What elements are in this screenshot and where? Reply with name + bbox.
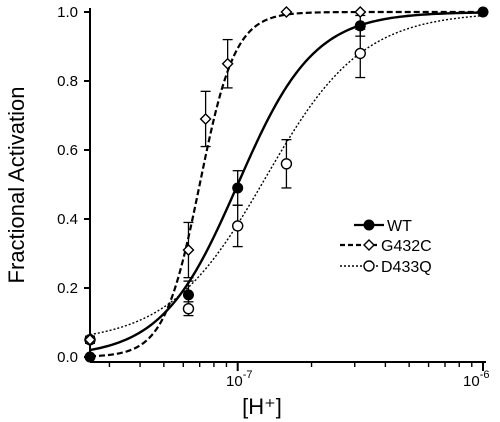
data-point-d433q xyxy=(182,303,195,315)
fit-curves xyxy=(89,10,484,358)
y-tick-label: 0.2 xyxy=(57,280,78,297)
axes xyxy=(89,8,486,363)
data-point-g432c xyxy=(280,6,293,18)
data-point-g432c xyxy=(84,333,96,346)
x-tick-label-1e-7: 10-7 xyxy=(226,369,252,390)
legend-entry-g432c: G432C xyxy=(340,238,432,255)
fit-curve-wt xyxy=(89,11,484,352)
legend-marker-d433q xyxy=(363,260,375,272)
legend-marker-wt xyxy=(363,219,375,231)
y-ticks: 0.0 0.2 0.4 0.6 0.8 1.0 xyxy=(57,4,90,366)
data-point-wt xyxy=(84,351,96,363)
legend-entry-d433q: D433Q xyxy=(340,259,432,276)
data-point-wt xyxy=(182,289,194,301)
y-tick-label: 0.8 xyxy=(57,73,78,90)
y-axis-title: Fractional Activation xyxy=(4,87,29,284)
legend-label-d433q: D433Q xyxy=(381,259,432,276)
data-point-g432c xyxy=(221,57,234,70)
y-tick-label: 1.0 xyxy=(57,4,78,21)
data-point-d433q xyxy=(280,158,293,170)
data-point-wt xyxy=(477,6,489,18)
legend-label-wt: WT xyxy=(387,218,412,235)
data-point-wt xyxy=(232,182,244,194)
data-point-wt xyxy=(354,20,366,32)
data-point-g432c xyxy=(182,244,195,257)
data-point-d433q xyxy=(231,220,244,232)
x-ticks xyxy=(108,362,484,371)
legend: WT G432C D433Q xyxy=(340,218,432,276)
x-tick-exp: -7 xyxy=(243,369,253,381)
x-tick-labels: 10-7 10-6 xyxy=(226,369,489,390)
y-tick-label: 0.6 xyxy=(57,142,78,159)
fit-curve-g432c xyxy=(89,10,483,358)
fit-curve-d433q xyxy=(89,14,484,336)
y-tick-label: 0.4 xyxy=(57,211,78,228)
x-tick-label-1e-6: 10-6 xyxy=(463,369,489,390)
data-point-d433q xyxy=(354,47,366,60)
x-tick-exp: -6 xyxy=(480,369,490,381)
data-point-g432c xyxy=(354,6,367,18)
x-axis-title: [H⁺] xyxy=(242,394,282,419)
data-markers xyxy=(84,6,489,363)
legend-entry-wt: WT xyxy=(354,218,412,235)
data-point-g432c xyxy=(199,112,212,125)
y-tick-label: 0.0 xyxy=(57,349,78,366)
legend-marker-g432c xyxy=(363,239,375,251)
legend-label-g432c: G432C xyxy=(381,238,432,255)
